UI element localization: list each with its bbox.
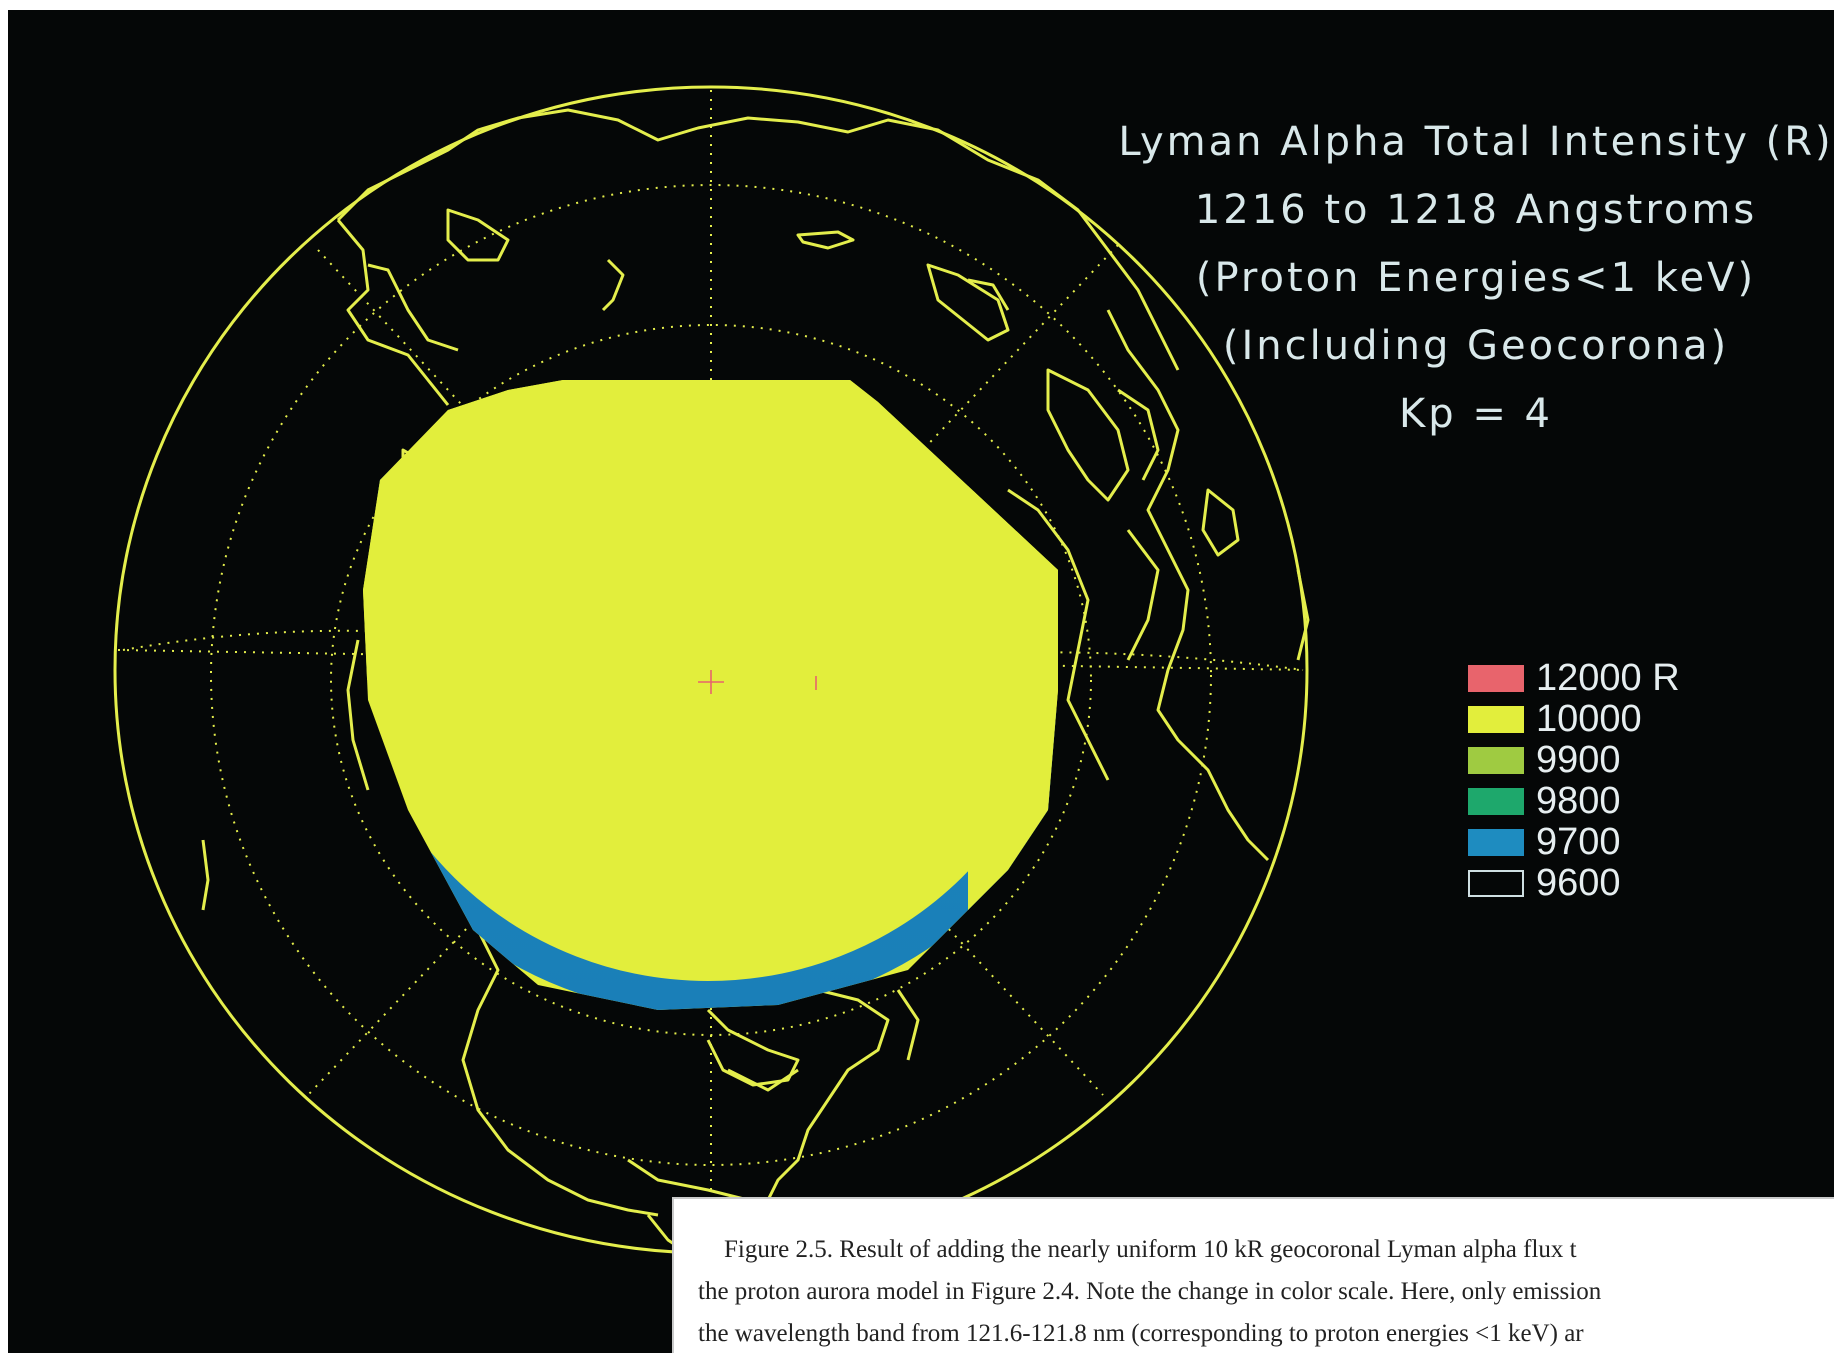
legend-item: 12000 R — [1468, 657, 1680, 699]
legend-label: 9900 — [1536, 739, 1621, 781]
legend-label: 12000 R — [1536, 657, 1680, 699]
legend-item: 9900 — [1468, 739, 1680, 781]
caption-line: Figure 2.5. Result of adding the nearly … — [724, 1236, 1577, 1263]
globe-map — [113, 85, 1310, 1272]
emission-region — [363, 380, 1058, 1010]
caption-line: the proton aurora model in Figure 2.4. N… — [698, 1278, 1602, 1305]
legend-swatch — [1468, 829, 1524, 856]
latitude-circle-outer — [210, 184, 1212, 1166]
title-line-1: Lyman Alpha Total Intensity (R) — [1118, 119, 1834, 165]
legend-label: 10000 — [1536, 698, 1642, 740]
coastlines — [201, 108, 1310, 1272]
title-line-5: Kp = 4 — [1398, 391, 1553, 437]
legend-item: 10000 — [1468, 698, 1680, 740]
legend-swatch — [1468, 870, 1524, 897]
legend-item: 9800 — [1468, 780, 1680, 822]
legend-label: 9700 — [1536, 821, 1621, 863]
figure-panel: Lyman Alpha Total Intensity (R) 1216 to … — [8, 10, 1834, 1353]
figure-caption: Figure 2.5. Result of adding the nearly … — [672, 1197, 1834, 1353]
legend-swatch — [1468, 747, 1524, 774]
legend-item: 9600 — [1468, 862, 1680, 904]
title-line-3: (Proton Energies<1 keV) — [1195, 255, 1757, 301]
caption-line: the wavelength band from 121.6-121.8 nm … — [698, 1320, 1584, 1347]
title-line-4: (Including Geocorona) — [1222, 323, 1730, 369]
plot-title-block: Lyman Alpha Total Intensity (R) 1216 to … — [1116, 108, 1834, 448]
legend-label: 9600 — [1536, 862, 1621, 904]
legend-swatch — [1468, 665, 1524, 692]
legend-swatch — [1468, 706, 1524, 733]
legend-label: 9800 — [1536, 780, 1621, 822]
color-scale-legend: 12000 R 10000 9900 9800 9700 9600 — [1468, 657, 1680, 904]
title-line-2: 1216 to 1218 Angstroms — [1194, 187, 1758, 233]
legend-swatch — [1468, 788, 1524, 815]
center-marker — [698, 670, 817, 694]
legend-item: 9700 — [1468, 821, 1680, 863]
